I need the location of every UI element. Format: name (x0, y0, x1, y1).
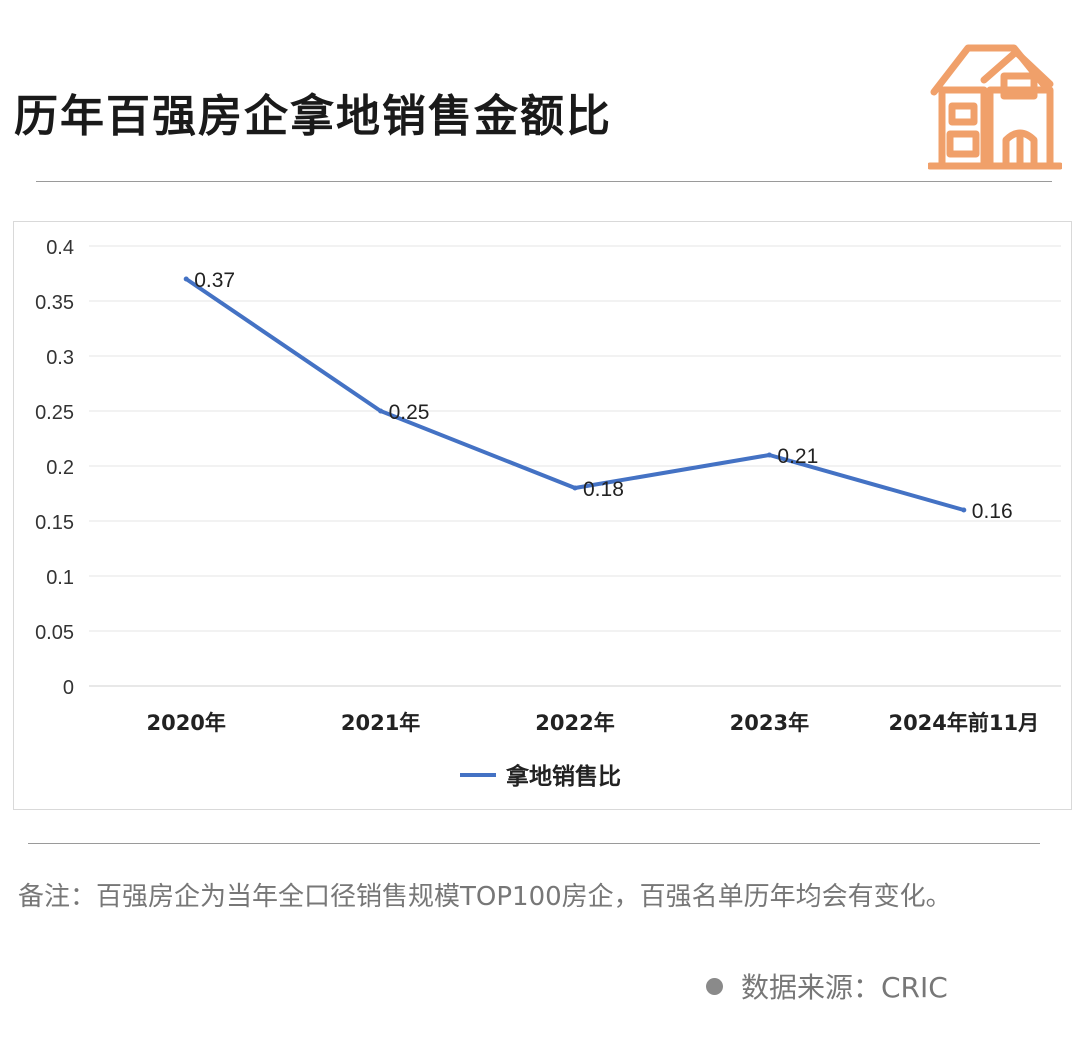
data-point (961, 507, 967, 513)
data-source: 数据来源：CRIC (706, 966, 948, 1006)
data-label: 0.21 (777, 445, 818, 468)
data-point (572, 485, 578, 491)
bullet-icon (706, 977, 723, 995)
data-label: 0.16 (972, 500, 1013, 523)
chart-area: 0 0.05 0.1 0.15 0.2 0.25 0.3 0.35 0.4 2020年 2021年 2… (13, 221, 1072, 810)
data-label: 0.25 (389, 401, 430, 424)
y-tick-label: 0.25 (35, 402, 74, 424)
x-tick-label: 2022年 (535, 711, 614, 735)
data-label: 0.18 (583, 478, 624, 501)
data-point (766, 452, 772, 458)
page-title: 历年百强房企拿地销售金额比 (14, 91, 612, 142)
y-tick-label: 0.2 (46, 457, 74, 479)
x-tick-label: 2024年前11月 (888, 711, 1039, 735)
line-chart: 0 0.05 0.1 0.15 0.2 0.25 0.3 0.35 0.4 2020年 2021年 2… (35, 237, 1061, 790)
data-point (378, 408, 384, 414)
x-tick-label: 2021年 (341, 711, 420, 735)
x-tick-label: 2020年 (146, 711, 225, 735)
title-divider (36, 181, 1052, 182)
y-tick-label: 0.15 (35, 512, 74, 534)
house-icon (928, 44, 1062, 170)
y-tick-label: 0.05 (35, 622, 74, 644)
y-tick-label: 0.1 (46, 567, 74, 589)
data-label: 0.37 (194, 269, 235, 292)
source-text: 数据来源：CRIC (741, 971, 948, 1004)
series-line (184, 277, 966, 512)
legend-label: 拿地销售比 (505, 763, 621, 790)
footer-divider (28, 843, 1040, 844)
footnote: 备注：百强房企为当年全口径销售规模TOP100房企，百强名单历年均会有变化。 (18, 882, 952, 912)
y-tick-label: 0.4 (46, 237, 74, 259)
y-tick-label: 0.3 (46, 347, 74, 369)
y-tick-label: 0 (63, 677, 74, 699)
x-tick-label: 2023年 (730, 711, 809, 735)
y-tick-label: 0.35 (35, 292, 74, 314)
data-point (183, 276, 189, 282)
